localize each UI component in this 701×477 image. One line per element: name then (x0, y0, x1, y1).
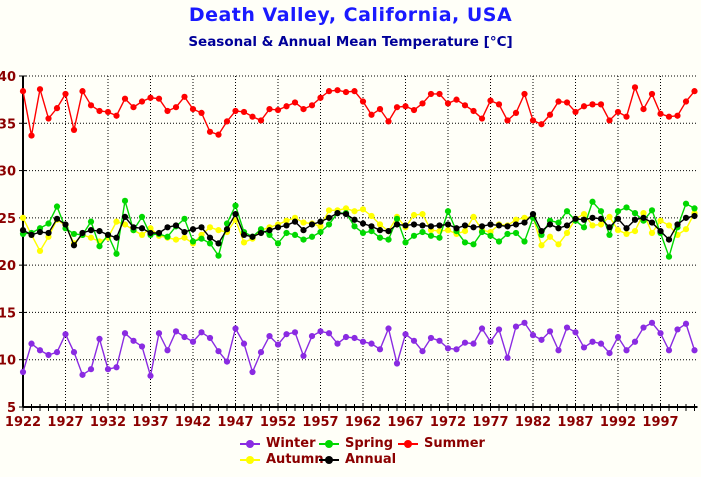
svg-text:1942: 1942 (175, 415, 211, 430)
svg-text:1977: 1977 (472, 415, 508, 430)
series-annual (19, 210, 698, 249)
legend-item-autumn: Autumn (240, 453, 324, 467)
chart-subtitle: Seasonal & Annual Mean Temperature [°C] (188, 34, 513, 50)
tick-labels: 5 10 15 20 25 30 35 40 1922 1927 1932 1937 1942 1947 1… (0, 70, 679, 430)
autumn-legend-marker (240, 456, 260, 464)
series-winter (19, 319, 698, 379)
svg-text:1982: 1982 (515, 415, 551, 430)
legend: Winter Spring Summer Autumn Annual (240, 437, 485, 467)
svg-text:1952: 1952 (260, 415, 296, 430)
winter-legend-marker (240, 440, 260, 448)
svg-text:1957: 1957 (302, 415, 338, 430)
legend-item-annual: Annual (319, 453, 398, 467)
annual-legend-marker (319, 456, 339, 464)
svg-text:1922: 1922 (5, 415, 41, 430)
svg-text:1962: 1962 (345, 415, 381, 430)
legend-label-summer: Summer (424, 436, 485, 451)
svg-text:1997: 1997 (642, 415, 678, 430)
legend-label-winter: Winter (266, 436, 316, 451)
svg-text:25: 25 (0, 212, 16, 227)
legend-label-autumn: Autumn (266, 452, 324, 467)
svg-text:1972: 1972 (430, 415, 466, 430)
svg-text:1932: 1932 (90, 415, 126, 430)
svg-text:1927: 1927 (47, 415, 83, 430)
svg-text:10: 10 (0, 354, 16, 369)
legend-item-spring: Spring (319, 437, 398, 451)
spring-legend-marker (319, 440, 339, 448)
legend-item-winter: Winter (240, 437, 319, 451)
svg-text:1967: 1967 (387, 415, 423, 430)
legend-label-annual: Annual (345, 452, 397, 467)
summer-legend-marker (398, 440, 418, 448)
legend-label-spring: Spring (345, 436, 394, 451)
chart-title: Death Valley, California, USA (188, 4, 513, 26)
svg-text:35: 35 (0, 117, 16, 132)
svg-text:1992: 1992 (600, 415, 636, 430)
series-summer (19, 84, 698, 139)
svg-text:15: 15 (0, 306, 16, 321)
svg-text:1947: 1947 (217, 415, 253, 430)
series-spring (19, 197, 698, 260)
gridlines (23, 75, 697, 407)
svg-text:40: 40 (0, 70, 16, 85)
axes (22, 76, 698, 408)
svg-text:1937: 1937 (132, 415, 168, 430)
svg-text:5: 5 (7, 401, 16, 416)
svg-text:30: 30 (0, 165, 16, 180)
legend-item-summer: Summer (398, 437, 485, 451)
svg-text:20: 20 (0, 259, 16, 274)
axis-ticks (19, 75, 695, 411)
svg-text:1987: 1987 (557, 415, 593, 430)
